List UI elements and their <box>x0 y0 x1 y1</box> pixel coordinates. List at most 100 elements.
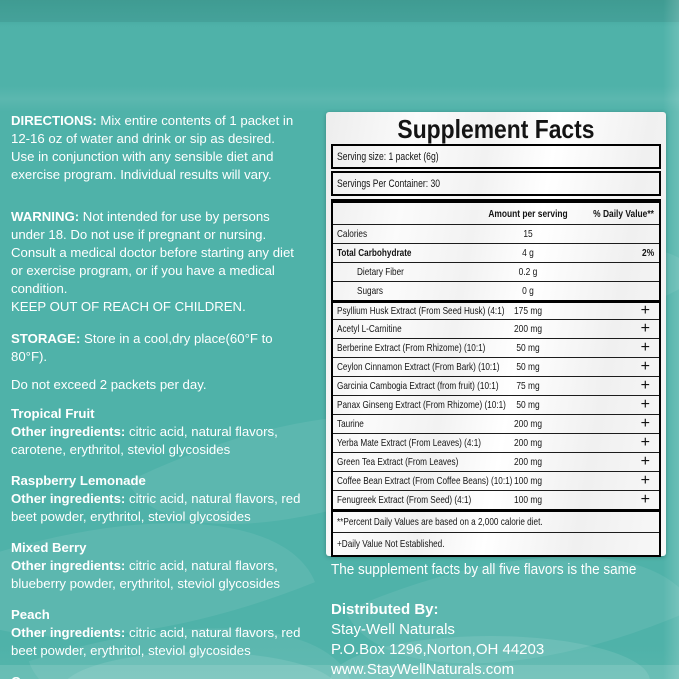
flavor-name: Orange <box>11 673 327 679</box>
supplement-facts-title: Supplement Facts <box>397 113 595 144</box>
ingredient-name: Green Tea Extract (From Leaves) <box>337 456 459 468</box>
flavor-name: Tropical Fruit <box>11 406 95 421</box>
flavor-name: Raspberry Lemonade <box>11 473 146 488</box>
distributor-name: Stay-Well Naturals <box>331 621 455 638</box>
serving-size-box: Serving size: 1 packet (6g) <box>331 144 661 169</box>
ingredient-name: Taurine <box>337 418 364 430</box>
dv-not-established-symbol: + <box>640 491 650 508</box>
ingredient-amount: 200 mg <box>513 437 543 449</box>
distributor-info: Distributed By: Stay-Well Naturals P.O.B… <box>331 600 544 679</box>
ingredient-amount: 200 mg <box>513 418 543 430</box>
daily-limit-text: Do not exceed 2 packets per day. <box>11 377 207 392</box>
other-ingredients-label: Other ingredients: <box>11 424 126 439</box>
ingredient-amount: 75 mg <box>516 380 540 392</box>
ingredient-row: Garcinia Cambogia Extract (from fruit) (… <box>333 376 659 395</box>
flavor-ingredients: Other ingredients: citric acid, natural … <box>11 423 327 459</box>
other-ingredients-label: Other ingredients: <box>11 558 126 573</box>
ingredient-name: Panax Ginseng Extract (From Rhizome) (10… <box>337 399 506 411</box>
flavor-block-orange: Orange <box>11 673 327 679</box>
dv-not-established-symbol: + <box>640 377 650 394</box>
ingredient-row: Yerba Mate Extract (From Leaves) (4:1) 2… <box>333 433 659 452</box>
pouch-bottom-seal <box>0 665 679 679</box>
nutrient-amount: 4 g <box>522 247 534 259</box>
footnote-text: **Percent Daily Values are based on a 2,… <box>337 516 543 528</box>
ingredient-row: Psyllium Husk Extract (From Seed Husk) (… <box>333 300 659 319</box>
storage-label: STORAGE: <box>11 331 81 346</box>
ingredient-name: Ceylon Cinnamon Extract (From Bark) (10:… <box>337 361 500 373</box>
warning-paragraph: WARNING: Not intended for use by persons… <box>11 208 327 316</box>
dv-not-established-symbol: + <box>640 415 650 432</box>
dv-not-established-symbol: + <box>640 453 650 470</box>
ingredient-amount: 200 mg <box>513 456 543 468</box>
pouch-top-seam <box>0 0 679 22</box>
directions-paragraph: DIRECTIONS: Mix entire contents of 1 pac… <box>11 112 327 184</box>
nutrient-row-total-carbohydrate: Total Carbohydrate 4 g 2% <box>333 243 659 262</box>
flavor-block-tropical-fruit: Tropical Fruit Other ingredients: citric… <box>11 405 327 459</box>
dv-not-established-symbol: + <box>640 472 650 489</box>
flavor-block-raspberry-lemonade: Raspberry Lemonade Other ingredients: ci… <box>11 472 327 526</box>
flavor-block-mixed-berry: Mixed Berry Other ingredients: citric ac… <box>11 539 327 593</box>
pouch-fold-highlight <box>0 86 679 112</box>
flavor-name: Mixed Berry <box>11 540 87 555</box>
nutrient-name: Sugars <box>357 285 383 297</box>
flavors-note: The supplement facts by all five flavors… <box>331 561 637 578</box>
warning-text: Not intended for use by persons under 18… <box>11 209 294 314</box>
column-amount-label: Amount per serving <box>488 207 568 220</box>
ingredient-amount: 50 mg <box>516 342 540 354</box>
flavor-ingredients: Other ingredients: citric acid, natural … <box>11 557 327 593</box>
serving-size-text: Serving size: 1 packet (6g) <box>337 150 439 163</box>
other-ingredients-text: citric acid, natural flavors, carotene, … <box>11 424 278 457</box>
other-ingredients-label: Other ingredients: <box>11 625 126 640</box>
flavor-ingredients: Other ingredients: citric acid, natural … <box>11 624 327 660</box>
pouch-edge-sheen <box>663 0 679 679</box>
facts-header-row: Amount per serving % Daily Value** <box>333 203 659 224</box>
footnote-text: +Daily Value Not Established. <box>337 538 445 550</box>
ingredient-name: Garcinia Cambogia Extract (from fruit) (… <box>337 380 499 392</box>
nutrient-name: Total Carbohydrate <box>337 247 412 259</box>
ingredient-row: Green Tea Extract (From Leaves) 200 mg + <box>333 452 659 471</box>
ingredient-name: Psyllium Husk Extract (From Seed Husk) (… <box>337 305 505 317</box>
distributor-address: P.O.Box 1296,Norton,OH 44203 <box>331 641 545 658</box>
ingredient-amount: 175 mg <box>513 305 543 317</box>
supplement-facts-panel: Supplement Facts Serving size: 1 packet … <box>326 112 666 557</box>
nutrient-row-sugars: Sugars 0 g <box>333 281 659 300</box>
other-ingredients-text: citric acid, natural flavors, blueberry … <box>11 558 281 591</box>
ingredient-name: Fenugreek Extract (From Seed) (4:1) <box>337 494 472 506</box>
servings-per-container-row: Servings Per Container: 30 <box>333 173 659 194</box>
ingredient-amount: 100 mg <box>513 475 543 487</box>
usage-info-column: DIRECTIONS: Mix entire contents of 1 pac… <box>11 112 327 679</box>
ingredient-name: Coffee Bean Extract (From Coffee Beans) … <box>337 475 513 487</box>
ingredient-row: Fenugreek Extract (From Seed) (4:1) 100 … <box>333 490 659 509</box>
ingredient-row: Ceylon Cinnamon Extract (From Bark) (10:… <box>333 357 659 376</box>
footnote-dv-not-established: +Daily Value Not Established. <box>333 532 659 555</box>
footnote-daily-values: **Percent Daily Values are based on a 2,… <box>333 509 659 532</box>
ingredient-amount: 200 mg <box>513 323 543 335</box>
dv-not-established-symbol: + <box>640 339 650 356</box>
facts-table: Amount per serving % Daily Value** Calor… <box>331 199 661 557</box>
ingredient-name: Berberine Extract (From Rhizome) (10:1) <box>337 342 486 354</box>
nutrient-amount: 15 <box>523 228 533 240</box>
flavor-name: Peach <box>11 607 50 622</box>
serving-size-row: Serving size: 1 packet (6g) <box>333 146 659 167</box>
ingredient-row: Panax Ginseng Extract (From Rhizome) (10… <box>333 395 659 414</box>
dv-not-established-symbol: + <box>640 302 650 319</box>
other-ingredients-text: citric acid, natural flavors, red beet p… <box>11 491 301 524</box>
servings-per-container-text: Servings Per Container: 30 <box>337 177 441 190</box>
nutrient-row-calories: Calories 15 <box>333 224 659 243</box>
nutrient-amount: 0.2 g <box>518 266 538 278</box>
ingredient-amount: 50 mg <box>516 399 540 411</box>
servings-per-container-box: Servings Per Container: 30 <box>331 171 661 196</box>
ingredient-row: Berberine Extract (From Rhizome) (10:1) … <box>333 338 659 357</box>
directions-text: Mix entire contents of 1 packet in 12-16… <box>11 113 294 182</box>
flavor-ingredients: Other ingredients: citric acid, natural … <box>11 490 327 526</box>
other-ingredients-label: Other ingredients: <box>11 491 126 506</box>
dv-not-established-symbol: + <box>640 358 650 375</box>
dv-not-established-symbol: + <box>640 396 650 413</box>
ingredient-name: Acetyl L-Carnitine <box>337 323 402 335</box>
storage-paragraph: STORAGE: Store in a cool,dry place(60°F … <box>11 330 327 366</box>
nutrient-name: Dietary Fiber <box>357 266 404 278</box>
nutrient-name: Calories <box>337 228 368 240</box>
directions-label: DIRECTIONS: <box>11 113 97 128</box>
dv-not-established-symbol: + <box>640 434 650 451</box>
